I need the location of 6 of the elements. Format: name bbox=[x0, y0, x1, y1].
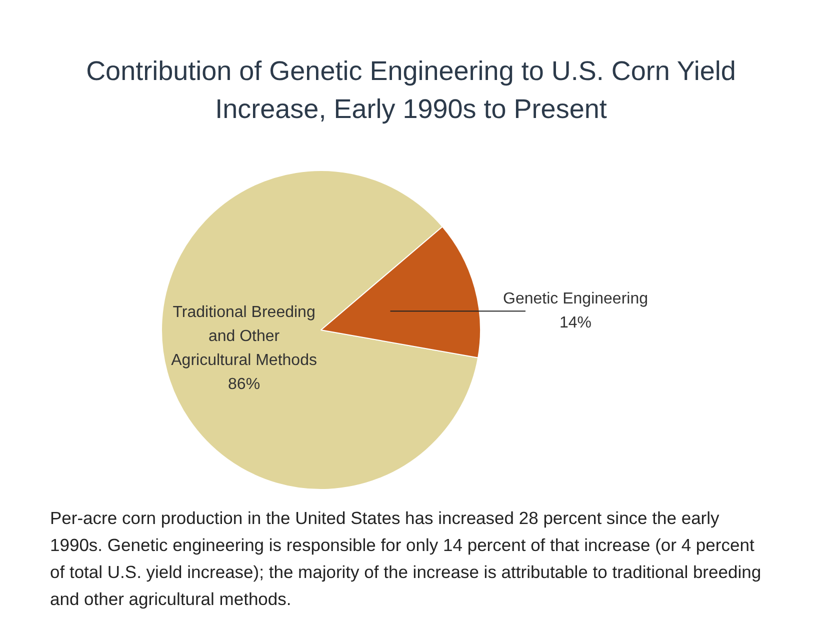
slice-label: Traditional Breeding and Other Agricultural Methods bbox=[171, 304, 317, 370]
text: Per-acre corn production in the United States has increased 28 percent since the early 1990s. Genetic engineering is responsible for only 14 percent of that increase (or 4 percent of total U.S. yield increase); the majority of the increase is attributable to traditional breeding and other agricultural methods. bbox=[50, 507, 762, 611]
data-label: 14% bbox=[559, 314, 592, 332]
data-label: 86% bbox=[228, 376, 260, 394]
chart-title: Contribution of Genetic Engineering to U.S. Corn Yield Increase, Early 1990s to Present bbox=[85, 55, 737, 126]
slice-label: Genetic Engineering bbox=[503, 290, 648, 308]
